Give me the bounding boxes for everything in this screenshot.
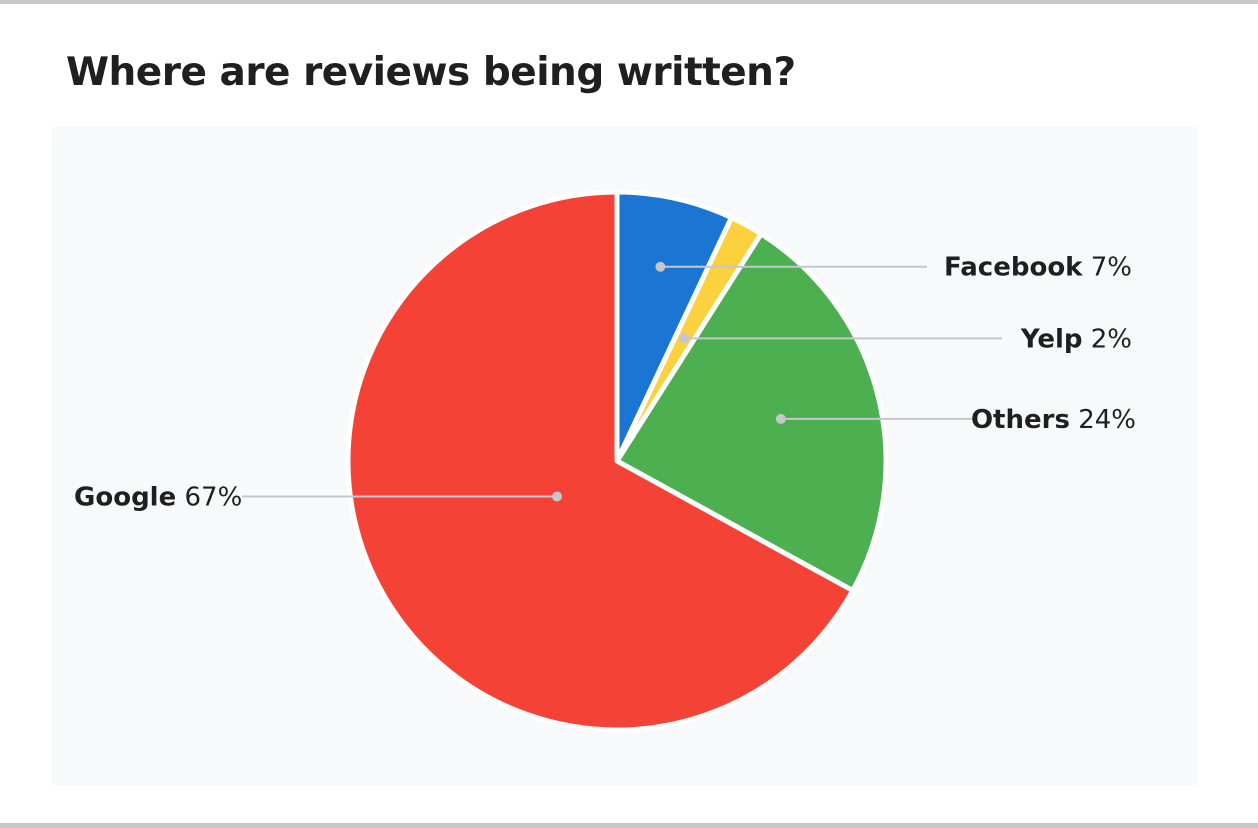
pie-labels: Facebook 7% Yelp 2% Others 24% Google 67% <box>74 253 1136 513</box>
slice-label-percent: 2% <box>1082 324 1132 354</box>
pie-slice-google <box>345 189 856 733</box>
slice-label-facebook: Facebook 7% <box>944 253 1132 283</box>
slice-label-name: Others <box>971 405 1070 435</box>
slice-label-percent: 24% <box>1070 405 1136 435</box>
pie-slices <box>345 189 889 733</box>
slice-label-others: Others 24% <box>971 405 1136 435</box>
slice-label-percent: 67% <box>176 482 242 512</box>
top-divider <box>0 0 1258 4</box>
slice-label-name: Yelp <box>1020 324 1083 354</box>
leader-dot-yelp <box>679 333 690 344</box>
slice-label-name: Google <box>74 482 176 512</box>
slice-label-percent: 7% <box>1082 253 1132 283</box>
leader-dot-google <box>552 491 563 502</box>
chart-panel: Facebook 7% Yelp 2% Others 24% Google 67% <box>52 127 1199 785</box>
leader-dot-facebook <box>655 261 666 272</box>
bottom-divider <box>0 823 1258 828</box>
chart-title: Where are reviews being written? <box>66 50 796 95</box>
pie-chart: Facebook 7% Yelp 2% Others 24% Google 67% <box>74 189 1136 733</box>
leader-dot-others <box>775 413 786 424</box>
slice-label-name: Facebook <box>944 253 1083 283</box>
slice-label-yelp: Yelp 2% <box>1020 324 1132 354</box>
pie-slice-others <box>614 231 889 594</box>
slice-label-google: Google 67% <box>74 482 242 512</box>
